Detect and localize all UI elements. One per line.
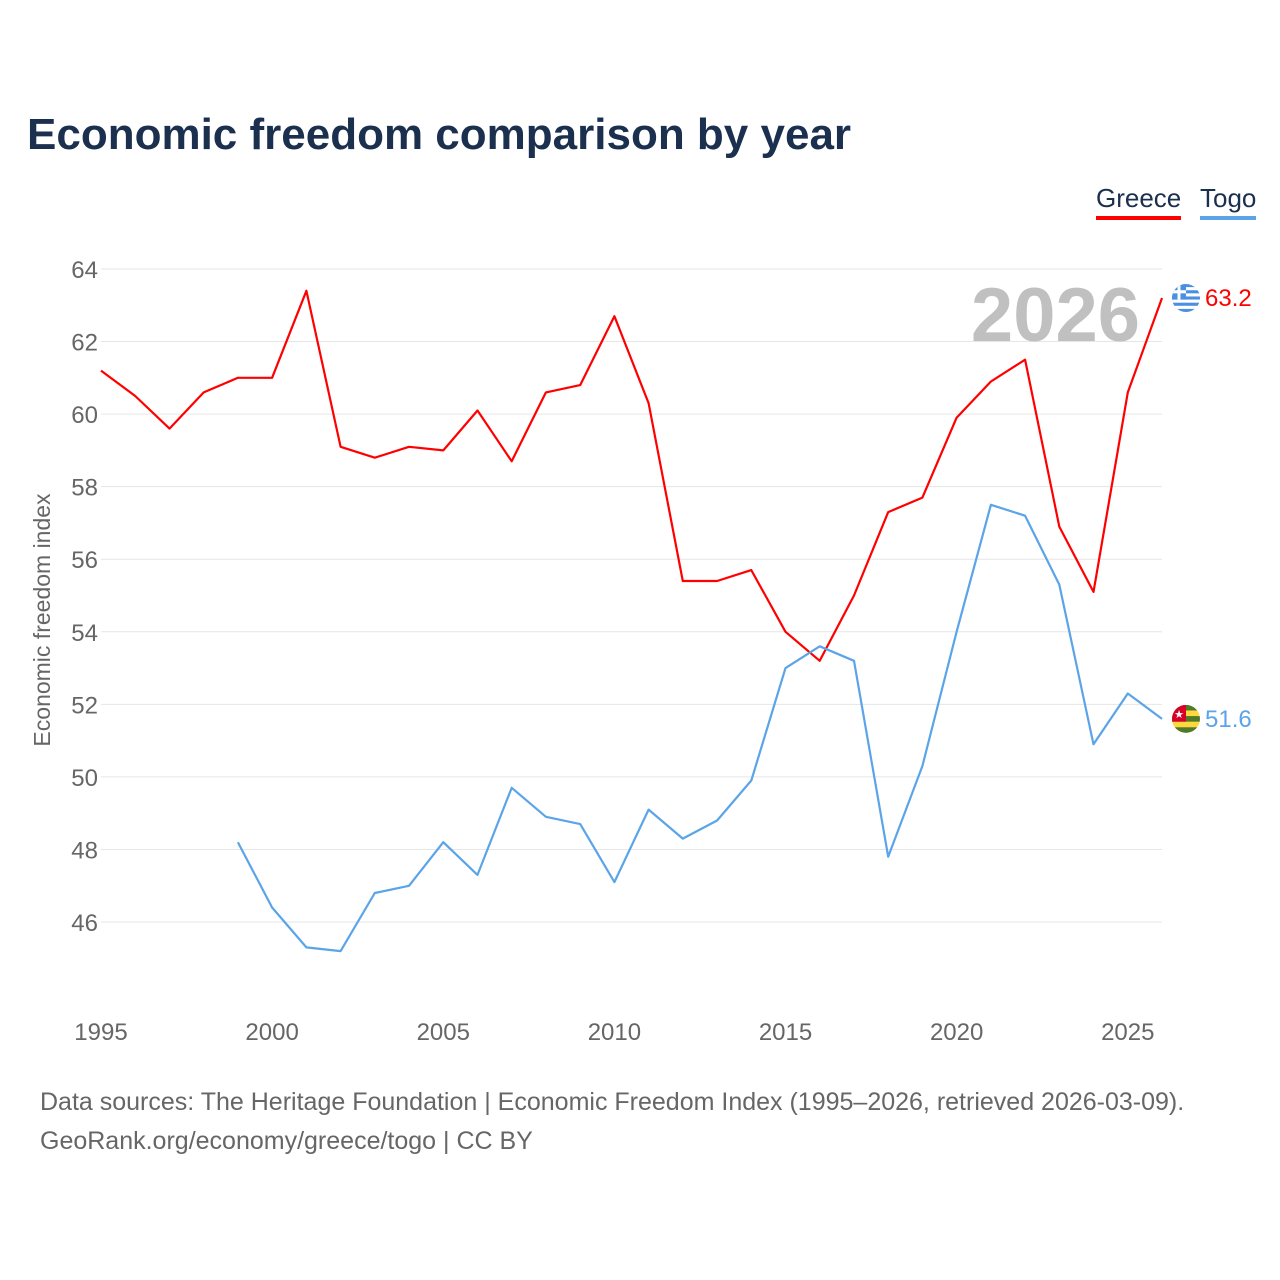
x-tick-label: 2000 bbox=[245, 1019, 298, 1046]
y-tick-label: 46 bbox=[71, 910, 98, 937]
series-line-greece bbox=[100, 289, 1164, 662]
x-tick-label: 2005 bbox=[417, 1019, 470, 1046]
greece-flag-icon bbox=[1172, 284, 1200, 313]
y-tick-label: 48 bbox=[71, 837, 98, 864]
source-url: GeoRank.org/economy/greece/togo | CC BY bbox=[40, 1127, 533, 1155]
x-tick-label: 1995 bbox=[74, 1019, 127, 1046]
legend-greece[interactable]: Greece bbox=[1096, 183, 1182, 220]
togo-flag-icon: ★ bbox=[1172, 704, 1200, 733]
x-tick-label: 2020 bbox=[930, 1019, 983, 1046]
y-tick-label: 54 bbox=[71, 620, 98, 647]
end-value-label-greece: 63.2 bbox=[1205, 285, 1252, 312]
y-tick-label: 52 bbox=[71, 692, 98, 719]
y-tick-label: 50 bbox=[71, 765, 98, 792]
source-note: Data sources: The Heritage Foundation | … bbox=[40, 1088, 1185, 1116]
svg-text:★: ★ bbox=[1174, 709, 1184, 721]
legend-togo[interactable]: Togo bbox=[1200, 183, 1257, 220]
series-line-togo bbox=[236, 503, 1163, 953]
y-tick-label: 64 bbox=[71, 257, 98, 284]
y-tick-label: 60 bbox=[71, 402, 98, 429]
chart-title: Economic freedom comparison by year bbox=[27, 110, 852, 159]
x-tick-label: 2010 bbox=[588, 1019, 641, 1046]
y-tick-label: 58 bbox=[71, 475, 98, 502]
x-tick-label: 2025 bbox=[1101, 1019, 1154, 1046]
y-tick-label: 62 bbox=[71, 330, 98, 357]
y-tick-label: 56 bbox=[71, 547, 98, 574]
end-value-label-togo: 51.6 bbox=[1205, 706, 1252, 733]
y-axis-label: Economic freedom index bbox=[29, 493, 55, 747]
year-watermark: 2026 bbox=[971, 273, 1140, 358]
x-tick-label: 2015 bbox=[759, 1019, 812, 1046]
